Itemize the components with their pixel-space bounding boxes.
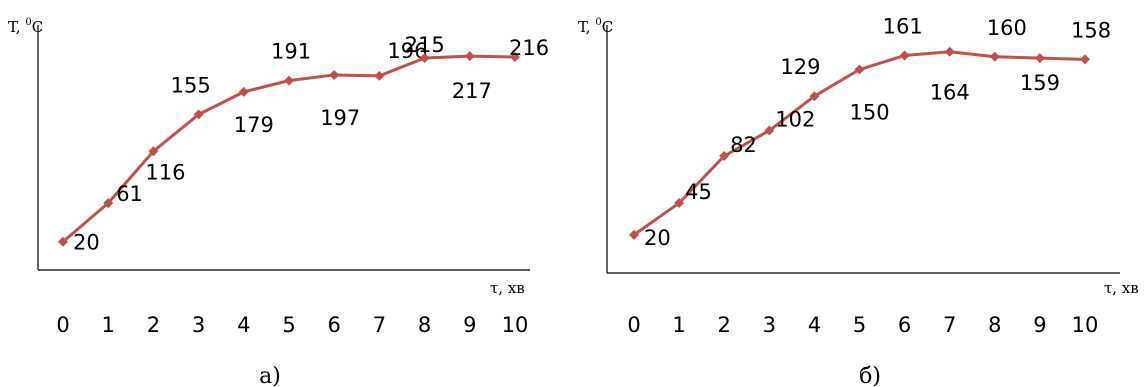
x-axis-title: τ, хв <box>1104 279 1139 297</box>
x-tick-label: 10 <box>1072 313 1099 337</box>
data-label: 129 <box>780 55 820 79</box>
x-tick-label: 2 <box>718 313 731 337</box>
data-point-marker <box>193 109 204 120</box>
data-point-marker <box>629 229 639 240</box>
x-tick-label: 8 <box>418 313 431 337</box>
x-tick-label: 10 <box>502 313 529 337</box>
data-point-marker <box>58 236 68 247</box>
data-label: 155 <box>171 74 211 98</box>
x-tick-label: 7 <box>943 313 956 337</box>
chart-panel-b: T, 0Cτ, хв204582102129150161164160159158… <box>578 15 1139 387</box>
y-axis-title-main: T, <box>8 18 25 36</box>
y-axis-title: T, 0C <box>578 17 613 36</box>
data-point-marker <box>148 146 159 157</box>
data-label: 61 <box>116 182 143 206</box>
y-axis-title-sup: 0 <box>25 17 31 28</box>
data-point-marker <box>764 125 775 136</box>
y-axis-title-unit: C <box>602 18 613 36</box>
x-tick-label: 3 <box>763 313 776 337</box>
data-label: 216 <box>509 36 549 60</box>
data-label: 102 <box>775 108 815 132</box>
data-label: 215 <box>405 33 445 57</box>
data-point-marker <box>419 52 430 63</box>
x-tick-label: 1 <box>102 313 115 337</box>
data-point-marker <box>510 52 520 63</box>
data-point-marker <box>1080 54 1090 65</box>
x-tick-label: 9 <box>463 313 476 337</box>
data-label: 45 <box>685 180 712 204</box>
data-point-marker <box>103 198 114 209</box>
data-label: 159 <box>1020 71 1060 95</box>
data-point-marker <box>854 64 865 75</box>
data-label: 20 <box>644 226 671 250</box>
data-label: 160 <box>987 16 1027 40</box>
y-axis-title: T, 0C <box>8 17 43 36</box>
data-point-marker <box>944 46 955 57</box>
data-point-marker <box>238 86 249 97</box>
data-point-marker <box>464 51 475 62</box>
y-axis-title-main: T, <box>578 18 595 36</box>
x-tick-label: 3 <box>192 313 205 337</box>
panel-caption: б) <box>859 364 881 387</box>
x-tick-label: 9 <box>1033 313 1046 337</box>
data-label: 179 <box>234 113 274 137</box>
x-tick-label: 7 <box>373 313 386 337</box>
data-label: 20 <box>73 231 100 255</box>
panel-caption: a) <box>259 364 281 387</box>
x-tick-label: 6 <box>328 313 341 337</box>
x-tick-label: 5 <box>853 313 866 337</box>
data-point-marker <box>989 51 1000 62</box>
x-axis-title: τ, хв <box>490 279 525 297</box>
x-tick-label: 6 <box>898 313 911 337</box>
data-label: 191 <box>271 40 311 64</box>
data-point-marker <box>719 150 730 161</box>
x-tick-label: 5 <box>282 313 295 337</box>
x-tick-label: 4 <box>237 313 250 337</box>
data-label: 116 <box>145 160 185 184</box>
data-point-marker <box>284 75 294 86</box>
x-tick-label: 0 <box>56 313 69 337</box>
data-point-marker <box>1034 53 1045 64</box>
x-tick-label: 2 <box>147 313 160 337</box>
y-axis-title-unit: C <box>32 18 43 36</box>
data-label: 164 <box>930 81 970 105</box>
chart-panel-a: T, 0Cτ, хв206111615517919119719621521721… <box>8 17 549 387</box>
data-point-marker <box>374 70 385 81</box>
data-label: 217 <box>452 79 492 103</box>
data-label: 150 <box>850 101 890 125</box>
data-label: 158 <box>1071 18 1111 42</box>
data-point-marker <box>329 69 340 80</box>
x-tick-label: 4 <box>808 313 821 337</box>
data-point-marker <box>674 198 685 209</box>
data-label: 161 <box>883 15 923 39</box>
data-point-marker <box>809 91 820 102</box>
x-tick-label: 0 <box>627 313 640 337</box>
data-label: 197 <box>320 106 360 130</box>
data-point-marker <box>899 50 910 61</box>
y-axis-title-sup: 0 <box>595 17 601 28</box>
x-tick-label: 1 <box>672 313 685 337</box>
x-tick-label: 8 <box>988 313 1001 337</box>
series-line <box>632 50 1087 237</box>
data-label: 82 <box>730 133 757 157</box>
